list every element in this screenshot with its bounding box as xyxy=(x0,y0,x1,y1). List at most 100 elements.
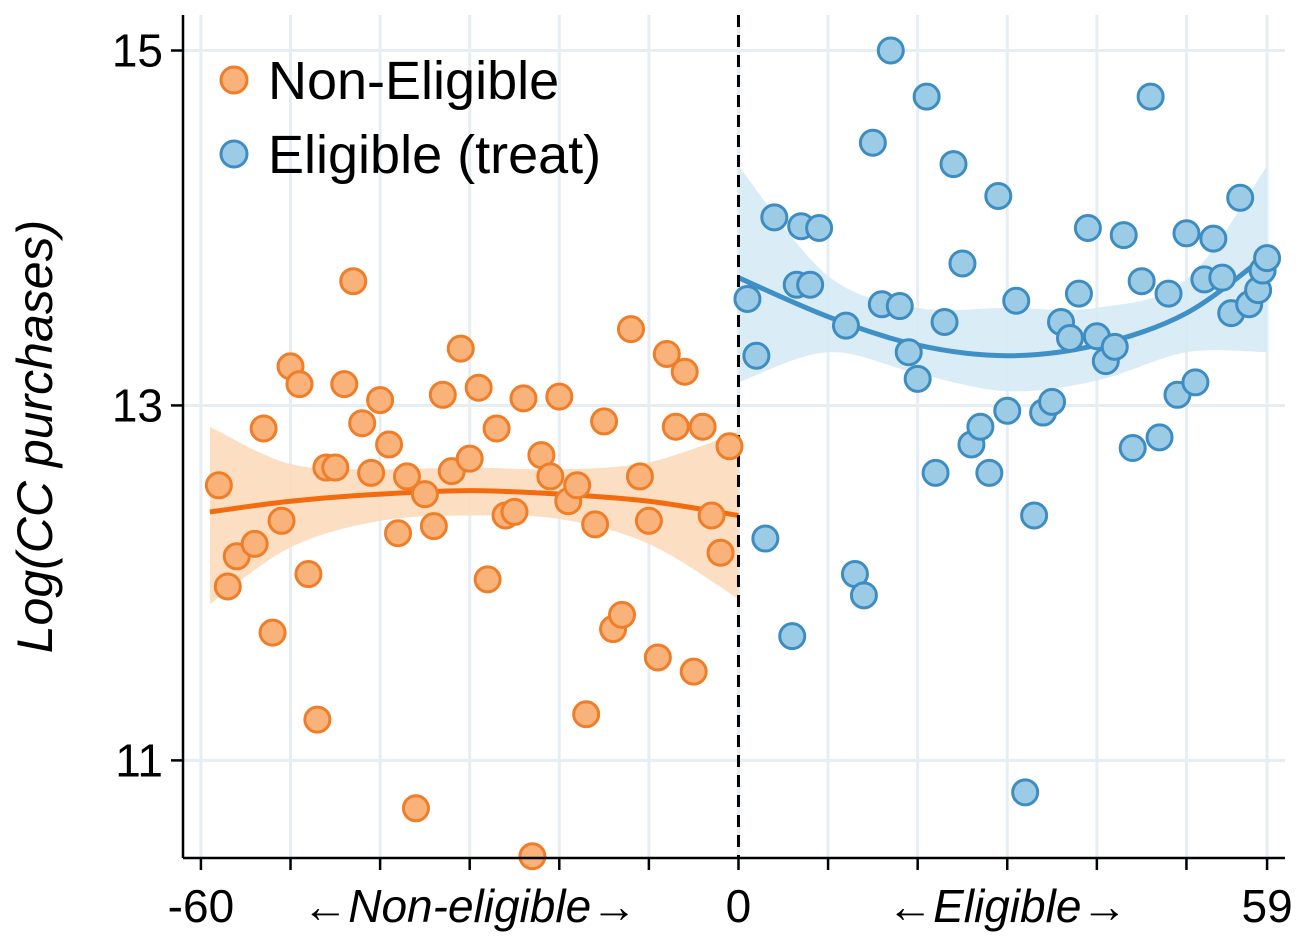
non-eligible-point xyxy=(464,373,493,402)
non-eligible-point xyxy=(625,462,654,491)
legend-marker xyxy=(219,139,249,169)
non-eligible-point xyxy=(536,462,565,491)
non-eligible-point xyxy=(294,560,323,589)
eligible-point xyxy=(930,308,959,337)
non-eligible-point xyxy=(321,453,350,482)
non-eligible-point xyxy=(563,471,592,500)
non-eligible-point xyxy=(419,512,448,541)
eligible-point xyxy=(1038,387,1067,416)
non-eligible-point xyxy=(348,409,377,438)
non-eligible-point xyxy=(249,414,278,443)
eligible-point xyxy=(1100,332,1129,361)
non-eligible-point xyxy=(401,794,430,823)
non-eligible-point xyxy=(581,510,610,539)
eligible-point xyxy=(993,396,1022,425)
non-eligible-point xyxy=(473,565,502,594)
eligible-point xyxy=(1002,286,1031,315)
legend-label: Eligible (treat) xyxy=(268,125,601,185)
eligible-point xyxy=(966,412,995,441)
axes: 11 13 15 -60 0 59 ←Non-eligible→ ←Eligible→ xyxy=(112,15,1293,932)
eligible-point xyxy=(948,249,977,278)
eligible-point xyxy=(831,311,860,340)
y-tick-label: 11 xyxy=(115,734,163,786)
eligible-point xyxy=(760,203,789,232)
non-eligible-point xyxy=(634,506,663,535)
eligible-point xyxy=(975,458,1004,487)
fit-lines xyxy=(209,252,1269,518)
eligible-point xyxy=(1226,183,1255,212)
eligible-point xyxy=(1136,82,1165,111)
eligible-point xyxy=(984,182,1013,211)
eligible-point xyxy=(1118,434,1147,463)
eligible-point xyxy=(742,341,771,370)
non-eligible-point xyxy=(213,572,242,601)
non-eligible-point xyxy=(688,412,717,441)
gridlines xyxy=(183,15,1285,858)
eligible-point xyxy=(778,622,807,651)
eligible-point xyxy=(1145,423,1174,452)
non-eligible-point xyxy=(285,370,314,399)
non-eligible-point xyxy=(643,643,672,672)
legend-marker xyxy=(219,65,249,95)
non-eligible-point xyxy=(652,339,681,368)
non-eligible-point xyxy=(590,407,619,436)
non-eligible-point xyxy=(258,618,287,647)
eligible-point xyxy=(1020,501,1049,530)
non-eligible-point xyxy=(679,657,708,686)
non-eligible-point xyxy=(392,462,421,491)
eligible-point xyxy=(733,284,762,313)
non-eligible-point xyxy=(608,600,637,629)
non-eligible-point xyxy=(240,529,269,558)
eligible-point xyxy=(876,36,905,65)
eligible-point xyxy=(1127,267,1156,296)
x-tick-label: 59 xyxy=(1241,880,1292,932)
eligible-point xyxy=(1064,279,1093,308)
legend-label: Non-Eligible xyxy=(268,51,559,111)
non-eligible-point xyxy=(670,357,699,386)
non-eligible-point xyxy=(572,700,601,729)
scatter-points xyxy=(204,36,1282,871)
non-eligible-point xyxy=(428,380,457,409)
eligible-point xyxy=(894,338,923,367)
eligible-point xyxy=(1172,219,1201,248)
non-eligible-point xyxy=(509,384,538,413)
non-eligible-point xyxy=(616,315,645,344)
non-eligible-point xyxy=(500,497,529,526)
eligible-point xyxy=(1055,324,1084,353)
y-tick-label: 13 xyxy=(112,379,163,431)
x-tick-label: -60 xyxy=(168,880,234,932)
non-eligible-point xyxy=(267,506,296,535)
eligible-point xyxy=(939,150,968,179)
non-eligible-point xyxy=(204,471,233,500)
eligible-point xyxy=(1154,279,1183,308)
eligible-point xyxy=(1109,221,1138,250)
eligible-point xyxy=(849,581,878,610)
eligible-point xyxy=(1199,224,1228,253)
non-eligible-point xyxy=(330,370,359,399)
eligible-point xyxy=(805,213,834,242)
eligible-point xyxy=(885,292,914,321)
y-tick-label: 15 xyxy=(112,24,163,76)
non-eligible-point xyxy=(446,334,475,363)
non-eligible-point xyxy=(339,267,368,296)
x-axis-annotation: ←Eligible→ xyxy=(887,880,1127,932)
non-eligible-point xyxy=(715,432,744,461)
non-eligible-point xyxy=(384,519,413,548)
non-eligible-point xyxy=(455,444,484,473)
non-eligible-point xyxy=(482,414,511,443)
non-eligible-point xyxy=(303,705,332,734)
non-eligible-point xyxy=(518,842,547,871)
legend: Non-Eligible Eligible (treat) xyxy=(219,51,601,185)
eligible-point xyxy=(1253,244,1282,273)
non-eligible-point xyxy=(545,382,574,411)
x-axis-annotation: ←Non-eligible→ xyxy=(302,880,637,932)
non-eligible-point xyxy=(697,501,726,530)
y-axis-title: Log(CC purchases) xyxy=(7,220,63,654)
fit-line xyxy=(737,252,1269,359)
eligible-point xyxy=(1208,263,1237,292)
non-eligible-point xyxy=(706,538,735,567)
eligible-point xyxy=(858,128,887,157)
eligible-point xyxy=(1181,368,1210,397)
fit-line xyxy=(209,488,739,518)
